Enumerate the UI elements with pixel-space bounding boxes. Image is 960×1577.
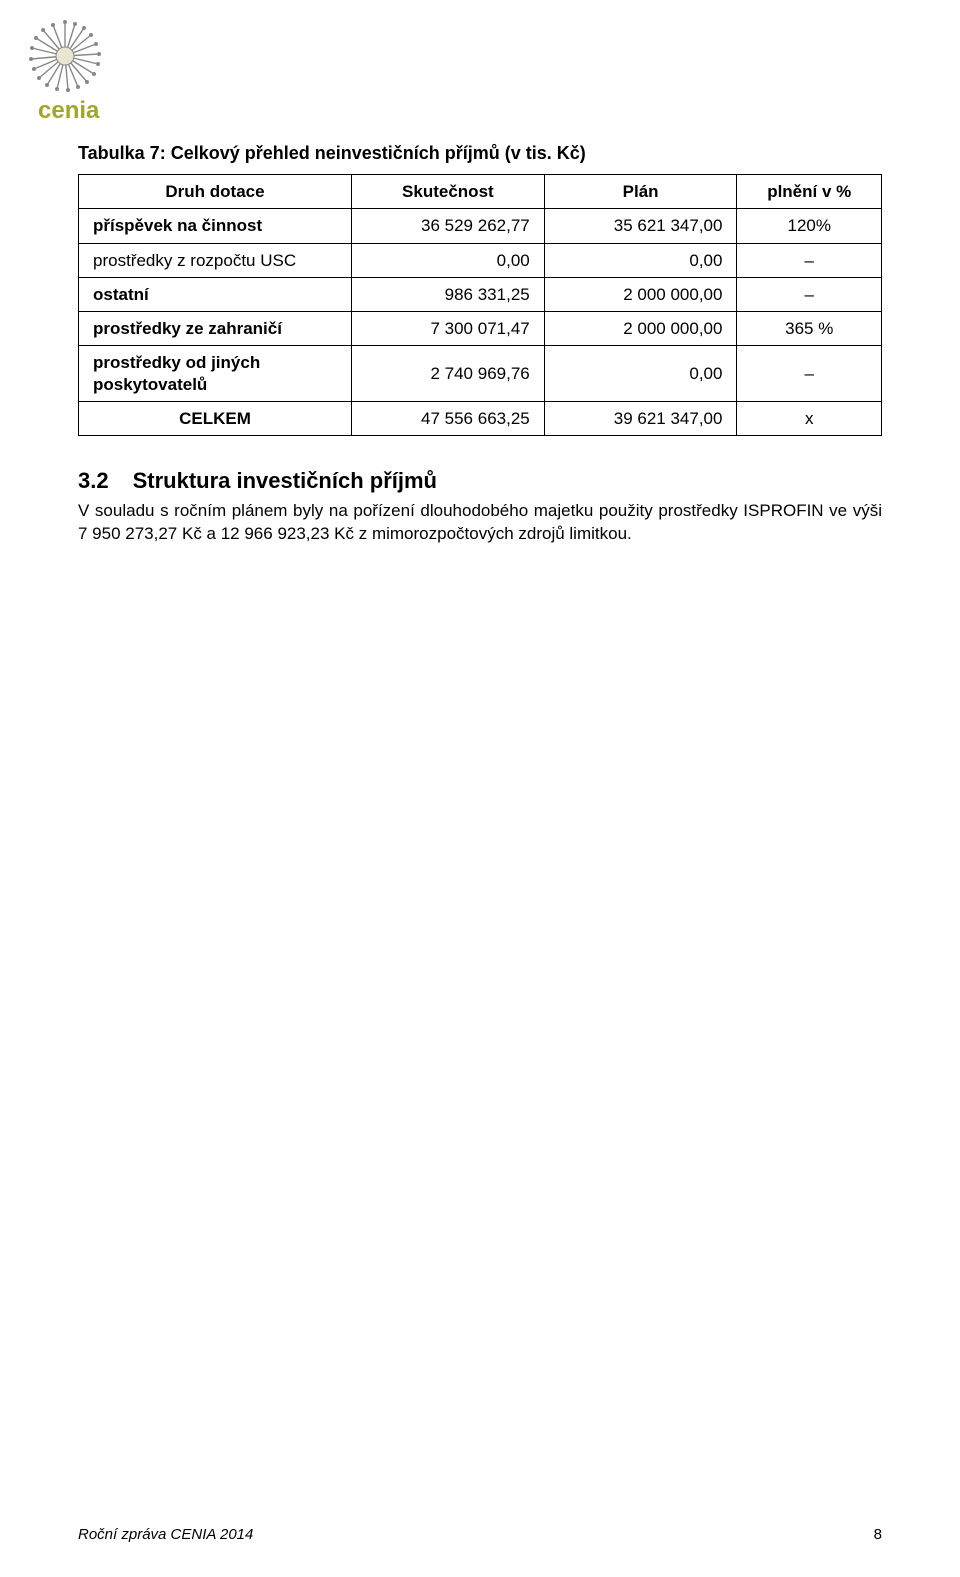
row-value: – [737, 277, 882, 311]
logo-text: cenia [38, 97, 100, 124]
row-value: 36 529 262,77 [352, 209, 545, 243]
table-row: ostatní 986 331,25 2 000 000,00 – [79, 277, 882, 311]
row-value: 0,00 [544, 243, 737, 277]
table-row: příspěvek na činnost 36 529 262,77 35 62… [79, 209, 882, 243]
row-value: 35 621 347,00 [544, 209, 737, 243]
row-value: 2 000 000,00 [544, 277, 737, 311]
table-row: prostředky z rozpočtu USC 0,00 0,00 – [79, 243, 882, 277]
row-value: 120% [737, 209, 882, 243]
row-value: 47 556 663,25 [352, 401, 545, 435]
row-label: prostředky ze zahraničí [79, 312, 352, 346]
row-label: prostředky z rozpočtu USC [79, 243, 352, 277]
section-number: 3.2 [78, 468, 109, 494]
row-value: – [737, 243, 882, 277]
row-value: 7 300 071,47 [352, 312, 545, 346]
row-label: ostatní [79, 277, 352, 311]
row-value: x [737, 401, 882, 435]
table-header-row: Druh dotace Skutečnost Plán plnění v % [79, 175, 882, 209]
row-value: 2 000 000,00 [544, 312, 737, 346]
income-table: Druh dotace Skutečnost Plán plnění v % p… [78, 174, 882, 436]
table-row: prostředky od jiných poskytovatelů 2 740… [79, 346, 882, 402]
table-row-total: CELKEM 47 556 663,25 39 621 347,00 x [79, 401, 882, 435]
page: cenia Tabulka 7: Celkový přehled neinves… [0, 0, 960, 1577]
page-number: 8 [874, 1526, 882, 1543]
row-label: příspěvek na činnost [79, 209, 352, 243]
section-heading: 3.2 Struktura investičních příjmů [78, 468, 882, 494]
row-value: 39 621 347,00 [544, 401, 737, 435]
row-value: 365 % [737, 312, 882, 346]
row-value: 0,00 [352, 243, 545, 277]
table-row: prostředky ze zahraničí 7 300 071,47 2 0… [79, 312, 882, 346]
cenia-logo: cenia [20, 18, 130, 128]
row-label: CELKEM [79, 401, 352, 435]
col-header: plnění v % [737, 175, 882, 209]
content: Tabulka 7: Celkový přehled neinvestičníc… [78, 25, 882, 546]
row-value: – [737, 346, 882, 402]
footer-left: Roční zpráva CENIA 2014 [78, 1526, 253, 1543]
row-value: 0,00 [544, 346, 737, 402]
row-value: 2 740 969,76 [352, 346, 545, 402]
col-header: Plán [544, 175, 737, 209]
footer: Roční zpráva CENIA 2014 8 [78, 1526, 882, 1543]
row-value: 986 331,25 [352, 277, 545, 311]
section-paragraph: V souladu s ročním plánem byly na poříze… [78, 500, 882, 546]
table-body: příspěvek na činnost 36 529 262,77 35 62… [79, 209, 882, 436]
row-label: prostředky od jiných poskytovatelů [79, 346, 352, 402]
col-header: Skutečnost [352, 175, 545, 209]
col-header: Druh dotace [79, 175, 352, 209]
table-title: Tabulka 7: Celkový přehled neinvestičníc… [78, 143, 882, 164]
section-title: Struktura investičních příjmů [133, 468, 437, 493]
